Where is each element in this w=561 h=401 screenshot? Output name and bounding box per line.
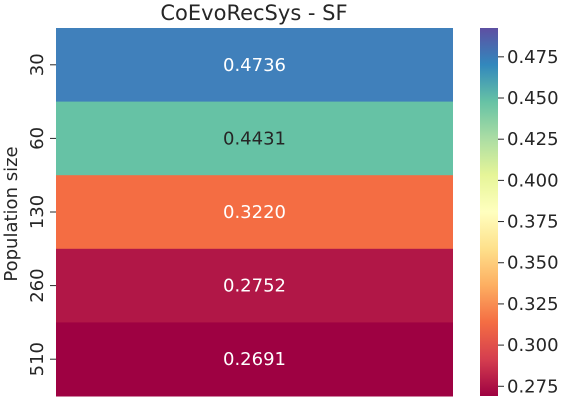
heatmap-cell-30 <box>56 28 453 103</box>
cell-value-label: 0.2752 <box>223 276 286 297</box>
colorbar-tick-label: 0.350 <box>507 253 559 274</box>
y-tick-label: 30 <box>27 53 48 76</box>
colorbar-tick-label: 0.375 <box>507 212 559 233</box>
colorbar-tick-label: 0.475 <box>507 47 559 68</box>
colorbar <box>480 28 498 396</box>
y-axis-ticks: 30 60 130 260 510 <box>27 53 56 376</box>
heatmap-cell-60 <box>56 101 453 176</box>
heatmap-cells: 0.4736 0.4431 0.3220 0.2752 0.2691 <box>56 28 453 397</box>
y-tick-label: 260 <box>27 268 48 302</box>
heatmap-cell-260 <box>56 248 453 323</box>
chart-title: CoEvoRecSys - SF <box>160 1 347 25</box>
colorbar-tick-label: 0.325 <box>507 294 559 315</box>
colorbar-tick-label: 0.300 <box>507 335 559 356</box>
heatmap-cell-130 <box>56 175 453 250</box>
cell-value-label: 0.3220 <box>223 202 286 223</box>
colorbar-tick-label: 0.400 <box>507 170 559 191</box>
colorbar-tick-label: 0.275 <box>507 376 559 397</box>
y-tick-label: 510 <box>27 342 48 376</box>
cell-value-label: 0.2691 <box>223 349 286 370</box>
y-axis-label: Population size <box>1 146 22 281</box>
colorbar-tick-label: 0.425 <box>507 129 559 150</box>
heatmap-cell-510 <box>56 322 453 397</box>
y-tick-label: 60 <box>27 127 48 150</box>
cell-value-label: 0.4736 <box>223 55 286 76</box>
y-tick-label: 130 <box>27 195 48 229</box>
colorbar-tick-label: 0.450 <box>507 88 559 109</box>
cell-value-label: 0.4431 <box>223 128 286 149</box>
colorbar-ticks: 0.275 0.300 0.325 0.350 0.375 0.400 0.425 0.450… <box>498 47 559 397</box>
